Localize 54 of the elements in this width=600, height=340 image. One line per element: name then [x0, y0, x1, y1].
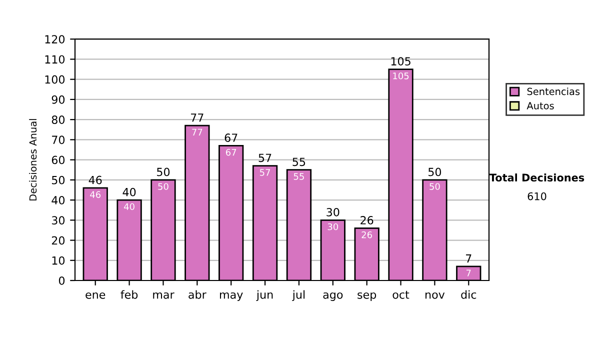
x-tick-label: ene	[86, 292, 106, 299]
data-label: 77	[192, 128, 202, 136]
total-label: 7	[466, 254, 472, 262]
y-tick-label: 110	[45, 55, 65, 64]
text: Total Decisiones	[489, 173, 584, 182]
data-label: 40	[124, 203, 134, 210]
legend-label: Autos	[526, 102, 554, 110]
x-tick-label: ago	[323, 292, 343, 301]
total-label: 57	[258, 154, 272, 162]
data-label: 46	[90, 191, 101, 198]
total-label: 30	[326, 208, 340, 216]
data-label: 50	[158, 183, 168, 190]
x-tick-label: dic	[461, 290, 476, 299]
data-label: 55	[294, 173, 304, 180]
y-tick-label: 50	[52, 176, 65, 184]
y-tick-label: 70	[52, 136, 65, 144]
y-tick-label: 20	[52, 236, 65, 245]
y-tick-label: 100	[45, 75, 65, 84]
x-tick-label: feb	[120, 290, 138, 299]
total-label: 26	[360, 216, 374, 224]
y-tick-label: 40	[52, 196, 65, 204]
data-label: 50	[430, 183, 440, 190]
y-tick-label: 10	[52, 256, 65, 265]
y-tick-label: 60	[52, 156, 65, 164]
y-tick-label: 30	[52, 216, 65, 225]
x-tick-label: oct	[392, 290, 410, 299]
x-tick-label: nov	[426, 292, 445, 299]
legend-label: Sentencias	[527, 88, 580, 96]
y-axis-title: Decisiones Anual	[29, 119, 37, 200]
x-tick-label: jun	[256, 290, 273, 301]
x-tick-label: may	[220, 292, 243, 301]
total-label: 46	[88, 176, 102, 184]
data-label: 26	[362, 231, 372, 238]
y-tick-label: 0	[58, 276, 65, 285]
data-label: 7	[466, 270, 471, 276]
total-label: 77	[191, 114, 204, 122]
total-label: 50	[157, 168, 170, 176]
data-label: 67	[226, 148, 236, 156]
x-tick-label: abr	[188, 290, 206, 299]
x-tick-label: mar	[153, 292, 174, 299]
total-label: 55	[292, 158, 306, 166]
total-label: 105	[391, 57, 410, 66]
x-tick-label: jul	[292, 290, 305, 301]
text: 610	[528, 192, 546, 200]
y-tick-label: 120	[45, 35, 65, 44]
y-tick-label: 80	[52, 116, 65, 124]
y-tick-label: 90	[52, 95, 65, 104]
data-label: 105	[393, 72, 409, 80]
data-label: 30	[328, 223, 338, 230]
x-tick-label: sep	[358, 292, 376, 301]
total-label: 50	[428, 168, 442, 176]
total-label: 67	[224, 134, 238, 142]
data-label: 57	[260, 169, 270, 176]
total-label: 40	[122, 188, 136, 196]
